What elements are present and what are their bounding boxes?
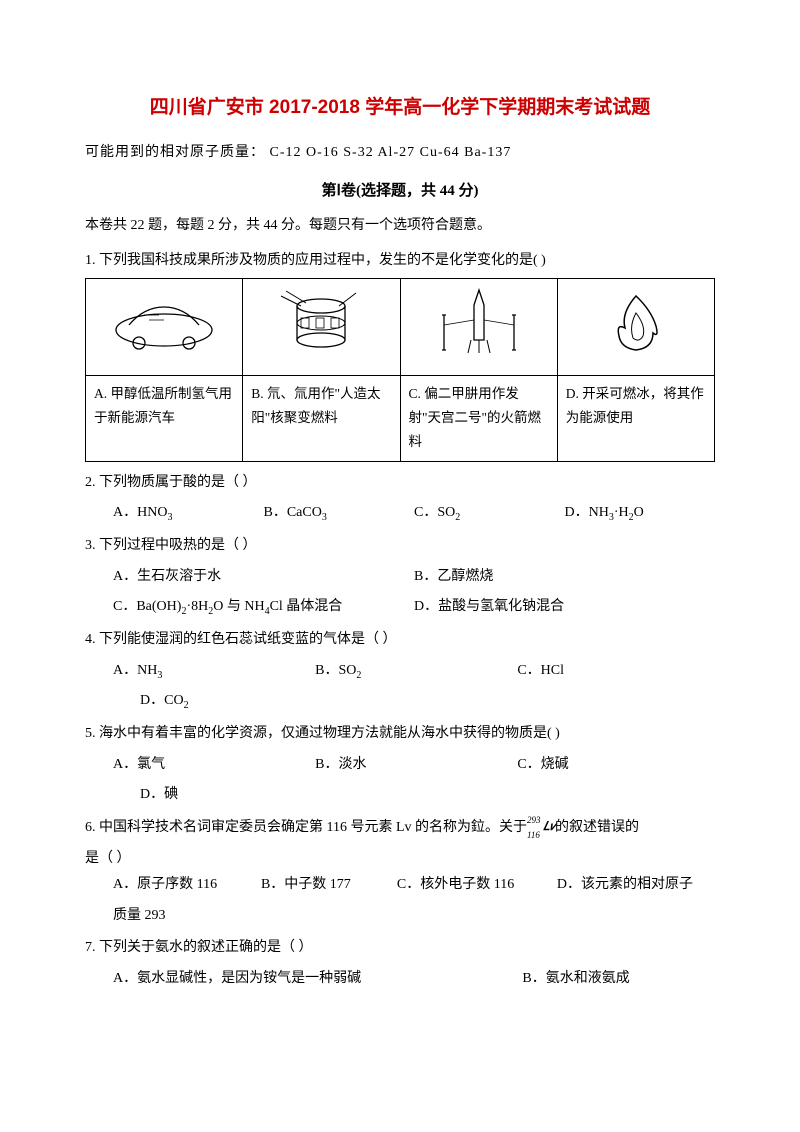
q1-img-d	[557, 279, 714, 375]
q2-stem: 2. 下列物质属于酸的是（ ）	[85, 470, 715, 497]
q4-options-row2: D．CO2	[85, 688, 715, 715]
q6-stem-line2: 是（ ）	[85, 846, 715, 873]
question-3: 3. 下列过程中吸热的是（ ） A．生石灰溶于水 B．乙醇燃烧 C．Ba(OH)…	[85, 533, 715, 621]
flame-icon	[591, 288, 681, 358]
q5-opt-b: B．淡水	[315, 752, 514, 779]
q1-img-a	[86, 279, 243, 375]
q6-options: A．原子序数 116 B．中子数 177 C．核外电子数 116 D．该元素的相…	[85, 872, 715, 899]
table-row: A. 甲醇低温所制氢气用于新能源汽车 B. 氘、氚用作"人造太阳"核聚变燃料 C…	[86, 375, 715, 461]
q7-opt-b: B．氨水和液氨成	[522, 966, 715, 993]
q4-opt-a: A．NH3	[113, 658, 312, 685]
question-7: 7. 下列关于氨水的叙述正确的是（ ） A．氨水显碱性，是因为铵气是一种弱碱 B…	[85, 935, 715, 992]
nuclide-symbol: 293116𝐿𝑣	[527, 818, 555, 838]
q4-opt-c: C．HCl	[517, 658, 698, 685]
q2-opt-d: D．NH3·H2O	[565, 500, 716, 527]
question-5: 5. 海水中有着丰富的化学资源，仅通过物理方法就能从海水中获得的物质是( ) A…	[85, 721, 715, 809]
rocket-icon	[424, 285, 534, 360]
table-row	[86, 279, 715, 375]
q6-stem-line1: 6. 中国科学技术名词审定委员会确定第 116 号元素 Lv 的名称为鉝。关于2…	[85, 815, 715, 842]
q2-opt-a: A．HNO3	[113, 500, 264, 527]
q3-opt-a: A．生石灰溶于水	[113, 564, 414, 591]
q7-stem: 7. 下列关于氨水的叙述正确的是（ ）	[85, 935, 715, 962]
q7-opt-a: A．氨水显碱性，是因为铵气是一种弱碱	[113, 966, 522, 993]
q5-stem: 5. 海水中有着丰富的化学资源，仅通过物理方法就能从海水中获得的物质是( )	[85, 721, 715, 748]
section-instructions: 本卷共 22 题，每题 2 分，共 44 分。每题只有一个选项符合题意。	[85, 213, 715, 240]
q5-opt-c: C．烧碱	[517, 752, 698, 779]
q1-table: A. 甲醇低温所制氢气用于新能源汽车 B. 氘、氚用作"人造太阳"核聚变燃料 C…	[85, 278, 715, 461]
q1-img-b	[243, 279, 400, 375]
q3-opt-c: C．Ba(OH)2·8H2O 与 NH4Cl 晶体混合	[113, 594, 414, 621]
q5-opt-a: A．氯气	[113, 752, 312, 779]
q5-options-row2: D．碘	[85, 782, 715, 809]
q1-opt-d: D. 开采可燃冰，将其作为能源使用	[557, 375, 714, 461]
q4-opt-b: B．SO2	[315, 658, 514, 685]
q1-opt-a: A. 甲醇低温所制氢气用于新能源汽车	[86, 375, 243, 461]
q6-opt-d-cont: 质量 293	[85, 903, 715, 930]
q6-opt-c: C．核外电子数 116	[397, 872, 554, 899]
q4-stem: 4. 下列能使湿润的红色石蕊试纸变蓝的气体是（ ）	[85, 627, 715, 654]
q3-opt-d: D．盐酸与氢氧化钠混合	[414, 594, 715, 621]
question-2: 2. 下列物质属于酸的是（ ） A．HNO3 B．CaCO3 C．SO2 D．N…	[85, 470, 715, 527]
q1-stem: 1. 下列我国科技成果所涉及物质的应用过程中，发生的不是化学变化的是( )	[85, 248, 715, 275]
q7-options: A．氨水显碱性，是因为铵气是一种弱碱 B．氨水和液氨成	[85, 966, 715, 993]
q5-opt-d: D．碘	[140, 787, 178, 802]
q1-img-c	[400, 279, 557, 375]
q6-opt-a: A．原子序数 116	[113, 872, 257, 899]
q6-opt-d: D．该元素的相对原子	[557, 872, 714, 899]
question-1: 1. 下列我国科技成果所涉及物质的应用过程中，发生的不是化学变化的是( )	[85, 248, 715, 462]
q3-stem: 3. 下列过程中吸热的是（ ）	[85, 533, 715, 560]
q5-options-row1: A．氯气 B．淡水 C．烧碱	[85, 752, 715, 779]
section-head: 第Ⅰ卷(选择题，共 44 分)	[85, 177, 715, 206]
q6-opt-b: B．中子数 177	[261, 872, 393, 899]
q2-opt-b: B．CaCO3	[264, 500, 415, 527]
q3-options-row2: C．Ba(OH)2·8H2O 与 NH4Cl 晶体混合 D．盐酸与氢氧化钠混合	[85, 594, 715, 621]
q3-opt-b: B．乙醇燃烧	[414, 564, 715, 591]
question-4: 4. 下列能使湿润的红色石蕊试纸变蓝的气体是（ ） A．NH3 B．SO2 C．…	[85, 627, 715, 715]
reactor-icon	[271, 288, 371, 358]
q1-opt-b: B. 氘、氚用作"人造太阳"核聚变燃料	[243, 375, 400, 461]
atomic-masses: 可能用到的相对原子质量： C-12 O-16 S-32 Al-27 Cu-64 …	[85, 140, 715, 167]
q4-opt-d: D．CO2	[140, 693, 189, 708]
q4-options-row1: A．NH3 B．SO2 C．HCl	[85, 658, 715, 685]
car-icon	[109, 295, 219, 350]
question-6: 6. 中国科学技术名词审定委员会确定第 116 号元素 Lv 的名称为鉝。关于2…	[85, 815, 715, 929]
page-title: 四川省广安市 2017-2018 学年高一化学下学期期末考试试题	[85, 90, 715, 126]
q2-opt-c: C．SO2	[414, 500, 565, 527]
q2-options: A．HNO3 B．CaCO3 C．SO2 D．NH3·H2O	[85, 500, 715, 527]
q1-opt-c: C. 偏二甲肼用作发射"天宫二号"的火箭燃料	[400, 375, 557, 461]
q3-options-row1: A．生石灰溶于水 B．乙醇燃烧	[85, 564, 715, 591]
